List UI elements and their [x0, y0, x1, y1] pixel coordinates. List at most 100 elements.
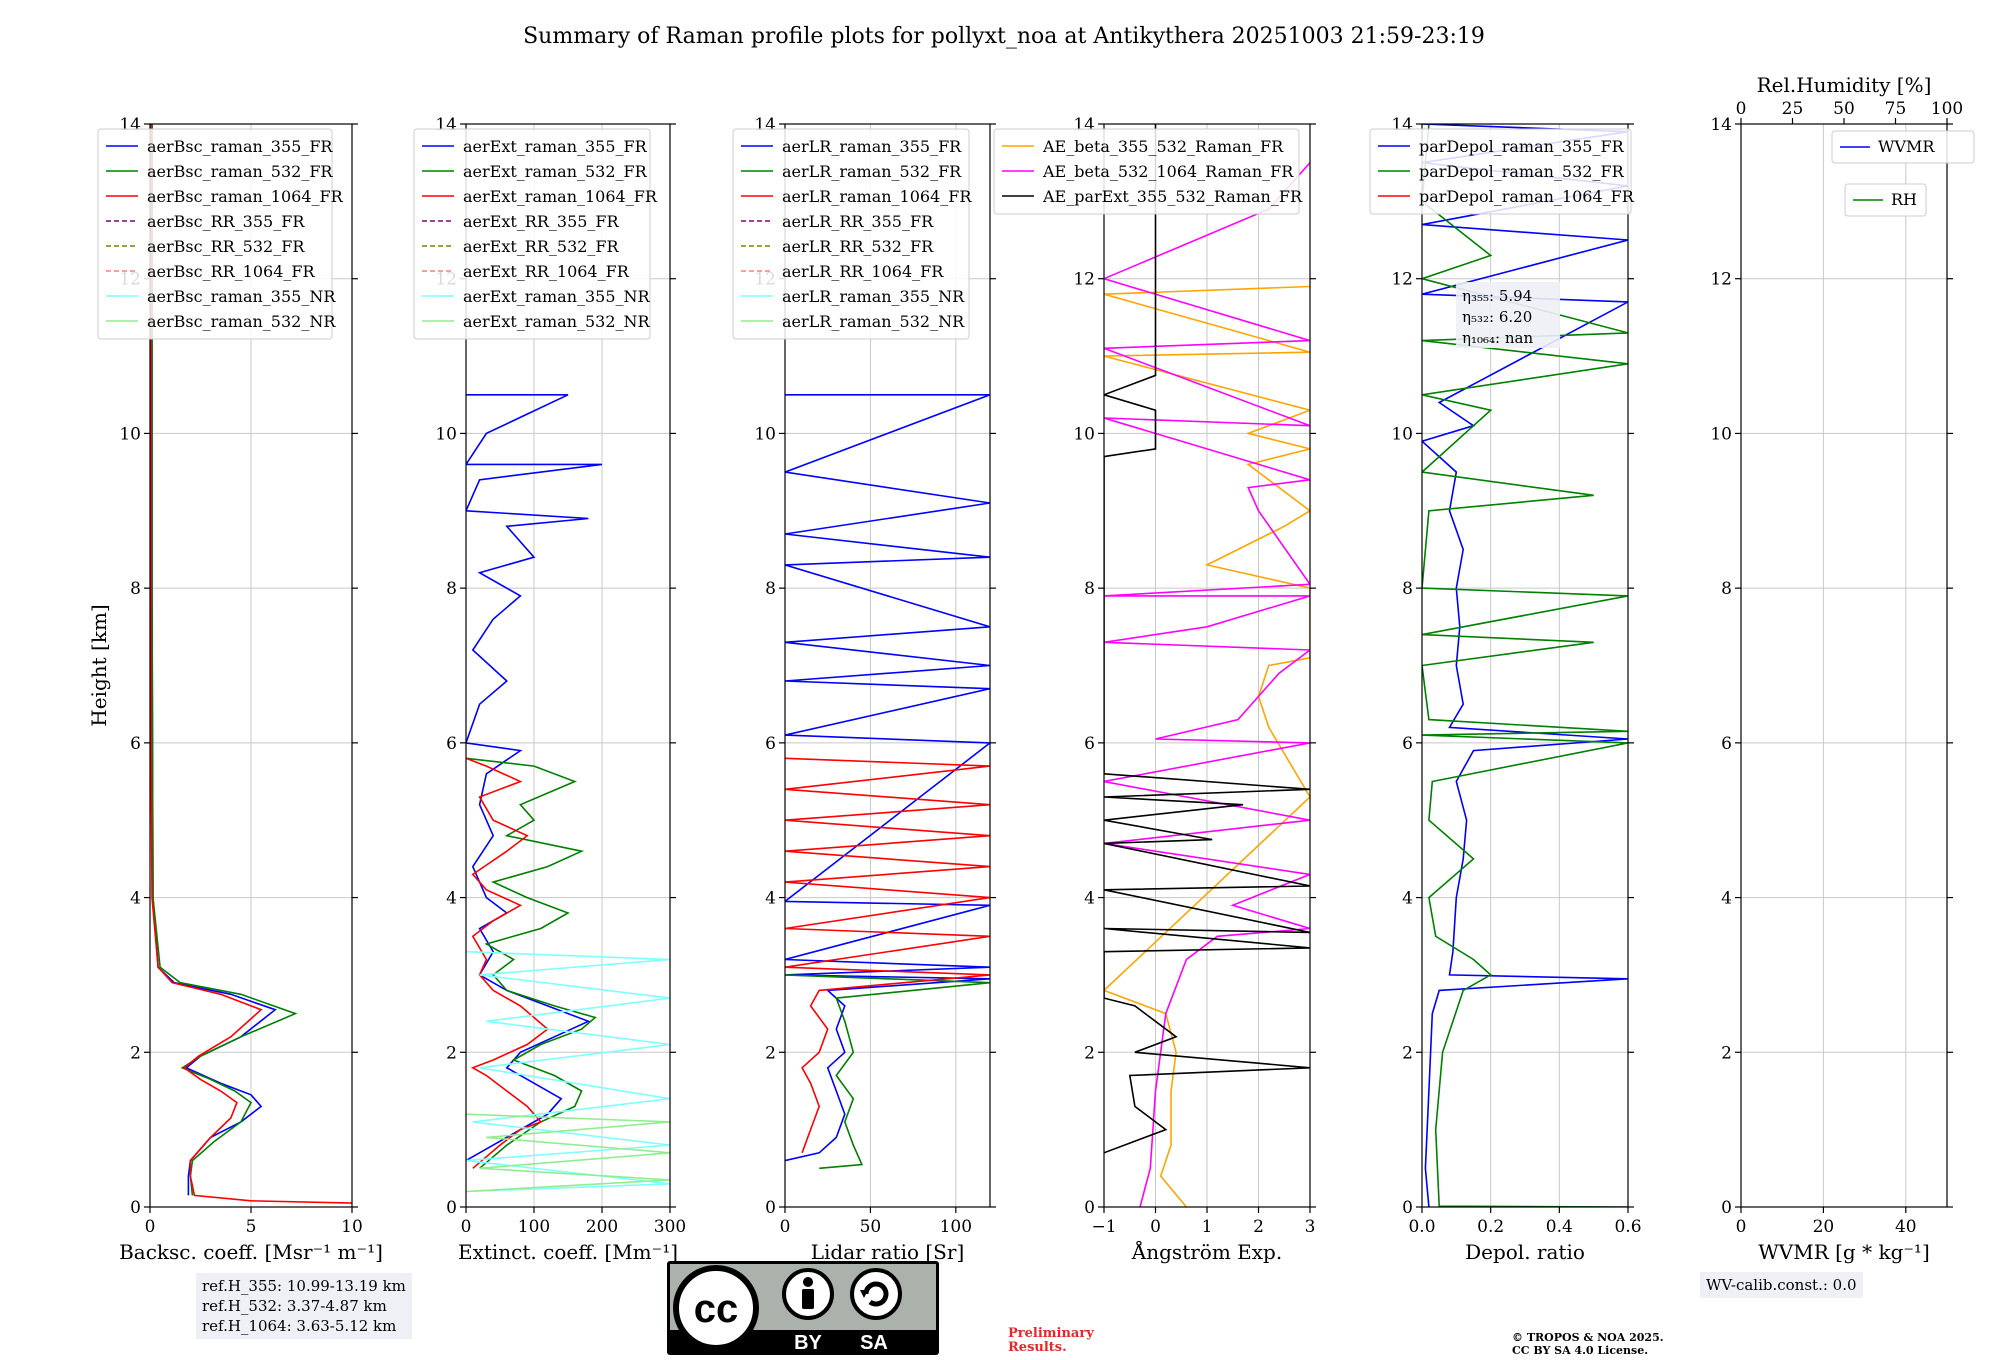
eta-annotation-box: [1456, 282, 1560, 348]
xaxis-label-lr: Lidar ratio [Sr]: [811, 1240, 965, 1264]
badge-by-label: BY: [794, 1332, 822, 1354]
cc-logo-text: cc: [694, 1287, 739, 1331]
legend-box-ae: [993, 128, 1300, 215]
legend-box-ext: [413, 128, 651, 340]
panel-lr: 02468101214050100Lidar ratio [Sr]aerLR_r…: [732, 115, 996, 1264]
ytick-label-lr-5: 10: [754, 424, 776, 444]
cc-logo-icon: [673, 1265, 759, 1351]
xaxis-label-depol: Depol. ratio: [1465, 1240, 1585, 1264]
legend-label-parDepol_raman_532_FR: parDepol_raman_532_FR: [1419, 162, 1625, 181]
legend-label-aerExt_RR_355_FR: aerExt_RR_355_FR: [463, 212, 620, 231]
top-xtick-label-2: 50: [1833, 99, 1855, 119]
ytick-label-ae-2: 4: [1084, 889, 1095, 909]
xtick-label-ae-3: 2: [1253, 1217, 1264, 1237]
legend-box-RH: [1844, 183, 1927, 217]
xtick-label-ext-1: 100: [518, 1217, 550, 1237]
series-line-aerExt_raman_355_FR: [466, 393, 603, 1162]
ytick-label-ae-4: 8: [1084, 579, 1095, 599]
ytick-label-lr-4: 8: [765, 579, 776, 599]
xtick-label-lr-1: 50: [860, 1217, 882, 1237]
series-line-parDepol_raman_532_FR: [1422, 124, 1628, 1207]
ytick-label-ext-4: 8: [446, 579, 457, 599]
series-line-AE_beta_532_1064_Raman_FR: [1104, 162, 1310, 1207]
cc-by-sa-badge: cc BY SA: [667, 1261, 939, 1355]
legend-label-aerLR_raman_532_NR: aerLR_raman_532_NR: [782, 312, 965, 331]
xtick-label-depol-0: 0.0: [1408, 1217, 1435, 1237]
xtick-label-wv-1: 20: [1813, 1217, 1835, 1237]
ytick-label-wv-7: 14: [1710, 115, 1732, 135]
series-group-ext: [466, 393, 670, 1193]
legend-label-AE_parExt_355_532_Raman_FR: AE_parExt_355_532_Raman_FR: [1042, 187, 1303, 206]
eta-annotation-1: η₅₃₂: 6.20: [1462, 308, 1532, 326]
top-xtick-label-0: 0: [1736, 99, 1747, 119]
eta-annotation-0: η₃₅₅: 5.94: [1462, 287, 1532, 305]
ytick-label-wv-4: 8: [1721, 579, 1732, 599]
legend-label-aerBsc_RR_532_FR: aerBsc_RR_532_FR: [147, 237, 305, 256]
xtick-label-ae-2: 1: [1202, 1217, 1213, 1237]
xtick-label-ae-1: 0: [1150, 1217, 1161, 1237]
ytick-label-wv-2: 4: [1721, 889, 1732, 909]
legend-label-aerLR_raman_355_FR: aerLR_raman_355_FR: [782, 137, 962, 156]
ytick-label-wv-1: 2: [1721, 1043, 1732, 1063]
series-line-aerLR_raman_355_FR: [785, 393, 990, 1162]
ytick-label-ext-1: 2: [446, 1043, 457, 1063]
xaxis-label-ae: Ångström Exp.: [1131, 1239, 1282, 1264]
legend-label-aerBsc_raman_1064_FR: aerBsc_raman_1064_FR: [147, 187, 344, 206]
top-xtick-label-1: 25: [1782, 99, 1804, 119]
xtick-label-lr-2: 100: [940, 1217, 972, 1237]
ytick-label-depol-1: 2: [1402, 1043, 1413, 1063]
legend-box-WVMR: [1831, 130, 1975, 164]
ytick-label-lr-2: 4: [765, 889, 776, 909]
legend-label-aerBsc_RR_1064_FR: aerBsc_RR_1064_FR: [147, 262, 316, 281]
legend-label-aerLR_RR_1064_FR: aerLR_RR_1064_FR: [782, 262, 944, 281]
xtick-label-bsc-1: 5: [246, 1217, 257, 1237]
series-line-AE_parExt_355_532_Raman_FR: [1104, 124, 1310, 1154]
ytick-label-depol-4: 8: [1402, 579, 1413, 599]
badge-sa-label: SA: [860, 1332, 888, 1354]
legend-label-aerLR_raman_355_NR: aerLR_raman_355_NR: [782, 287, 965, 306]
xtick-label-ext-0: 0: [461, 1217, 472, 1237]
ytick-label-ae-1: 2: [1084, 1043, 1095, 1063]
xtick-label-wv-0: 0: [1736, 1217, 1747, 1237]
legend-label-aerExt_RR_532_FR: aerExt_RR_532_FR: [463, 237, 620, 256]
legend-label-WVMR: WVMR: [1878, 137, 1935, 156]
top-xtick-label-4: 100: [1931, 99, 1963, 119]
ytick-label-depol-3: 6: [1402, 734, 1413, 754]
copyright-notice: © TROPOS & NOA 2025. CC BY SA 4.0 Licens…: [1512, 1331, 1664, 1357]
series-group-ae: [1104, 124, 1310, 1207]
axes-frame-ext: [465, 123, 671, 1208]
xaxis-label-bsc: Backsc. coeff. [Msr⁻¹ m⁻¹]: [119, 1240, 383, 1264]
xtick-label-depol-2: 0.4: [1546, 1217, 1573, 1237]
legend-label-aerExt_RR_1064_FR: aerExt_RR_1064_FR: [463, 262, 630, 281]
xtick-label-ae-4: 3: [1305, 1217, 1316, 1237]
series-line-aerLR_raman_1064_FR: [785, 757, 990, 1154]
copyright-line-1: © TROPOS & NOA 2025.: [1512, 1331, 1664, 1344]
ytick-label-wv-5: 10: [1710, 424, 1732, 444]
ytick-label-lr-3: 6: [765, 734, 776, 754]
ref-h-532: ref.H_532: 3.37-4.87 km: [202, 1297, 387, 1315]
ytick-label-wv-6: 12: [1710, 270, 1732, 290]
ytick-label-ae-0: 0: [1084, 1198, 1095, 1218]
legend-label-aerExt_raman_355_FR: aerExt_raman_355_FR: [463, 137, 648, 156]
series-line-aerExt_raman_532_FR: [466, 757, 597, 1169]
legend-label-aerBsc_raman_355_NR: aerBsc_raman_355_NR: [147, 287, 336, 306]
series-group-bsc: [150, 124, 352, 1204]
wv-calib-const: WV-calib.const.: 0.0: [1706, 1276, 1857, 1294]
ref-h-1064: ref.H_1064: 3.63-5.12 km: [202, 1317, 397, 1335]
ytick-label-bsc-2: 4: [130, 889, 141, 909]
legend-label-aerExt_raman_532_FR: aerExt_raman_532_FR: [463, 162, 648, 181]
series-line-parDepol_raman_355_FR: [1422, 124, 1628, 1207]
legend-label-AE_beta_532_1064_Raman_FR: AE_beta_532_1064_Raman_FR: [1042, 162, 1294, 181]
ytick-label-ae-6: 12: [1073, 270, 1095, 290]
ytick-label-bsc-0: 0: [130, 1198, 141, 1218]
top-xtick-label-3: 75: [1885, 99, 1907, 119]
axes-frame-depol: [1421, 123, 1629, 1208]
xaxis-label-ext: Extinct. coeff. [Mm⁻¹]: [458, 1240, 678, 1264]
panel-ext: 024681012140100200300Extinct. coeff. [Mm…: [413, 115, 686, 1264]
ytick-label-bsc-5: 10: [119, 424, 141, 444]
ytick-label-bsc-1: 2: [130, 1043, 141, 1063]
ytick-label-ae-5: 10: [1073, 424, 1095, 444]
ytick-label-ext-3: 6: [446, 734, 457, 754]
legend-box-lr: [732, 128, 970, 340]
